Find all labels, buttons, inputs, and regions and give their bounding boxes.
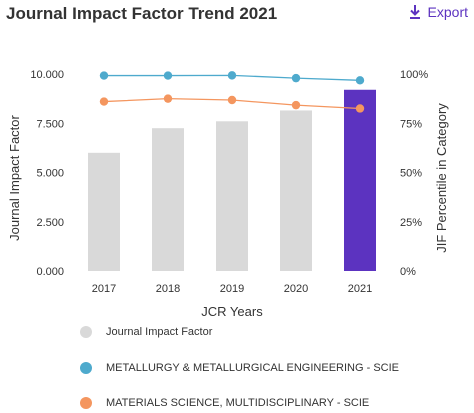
bar-2020[interactable] [280,110,312,271]
legend-label: Journal Impact Factor [106,326,213,338]
point-materials-2019[interactable] [227,95,237,105]
y2-tick-label: 100% [400,69,428,81]
point-metallurgy-2017[interactable] [99,71,109,80]
point-materials-2017[interactable] [99,97,109,106]
y-tick-label: 2.500 [36,217,64,229]
x-tick-label: 2020 [284,283,308,295]
y-axis-label: Journal Impact Factor [7,114,22,240]
point-materials-2021[interactable] [355,104,365,113]
legend-item-jif[interactable]: Journal Impact Factor [80,326,212,338]
x-tick-label: 2018 [156,283,180,295]
legend-item-materials[interactable]: MATERIALS SCIENCE, MULTIDISCIPLINARY - S… [80,397,369,409]
y2-tick-label: 50% [400,168,422,180]
legend-marker [80,326,92,338]
legend-marker [80,362,92,374]
point-materials-2020[interactable] [291,100,301,110]
y2-tick-label: 25% [400,217,422,229]
line-series [99,71,365,113]
point-metallurgy-2021[interactable] [355,76,365,85]
point-metallurgy-2020[interactable] [291,73,301,83]
x-tick-label: 2021 [348,283,372,295]
bar-2019[interactable] [216,121,248,271]
y2-tick-label: 75% [400,118,422,130]
point-materials-2018[interactable] [163,94,173,103]
legend-marker [80,397,92,409]
x-axis-ticks: 2017 2018 2019 2020 2021 [92,283,372,295]
chart-header: Journal Impact Factor Trend 2021 Export [0,0,474,30]
y-tick-label: 10.000 [30,69,64,81]
point-metallurgy-2018[interactable] [163,71,173,80]
point-metallurgy-2019[interactable] [227,71,237,80]
right-axis-ticks: 0% 25% 50% 75% 100% [400,69,428,278]
x-tick-label: 2019 [220,283,244,295]
export-label: Export [427,4,468,20]
chart-svg: 0.000 2.500 5.000 7.500 10.000 0% 25% 50% 75% 10… [7,69,449,319]
y2-axis-label: JIF Percentile in Category [434,103,449,253]
y-tick-label: 7.500 [36,118,64,130]
bar-series [88,89,376,271]
bar-2018[interactable] [152,128,184,271]
chart-title: Journal Impact Factor Trend 2021 [6,4,278,23]
y2-tick-label: 0% [400,266,416,278]
bar-2021[interactable] [344,89,376,271]
bar-2017[interactable] [88,152,120,271]
export-button[interactable]: Export [408,4,468,20]
y-tick-label: 0.000 [36,266,64,278]
legend-label: METALLURGY & METALLURGICAL ENGINEERING -… [106,362,399,374]
legend-item-metallurgy[interactable]: METALLURGY & METALLURGICAL ENGINEERING -… [80,362,399,374]
legend-label: MATERIALS SCIENCE, MULTIDISCIPLINARY - S… [106,397,370,409]
x-tick-label: 2017 [92,283,116,295]
download-icon [409,5,420,19]
y-tick-label: 5.000 [36,168,64,180]
x-axis-label: JCR Years [201,304,263,319]
left-axis-ticks: 0.000 2.500 5.000 7.500 10.000 [30,69,64,278]
